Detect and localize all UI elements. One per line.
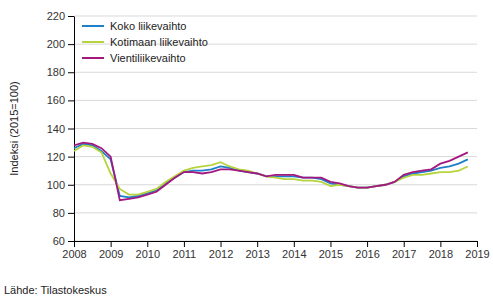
x-tick-mark [184, 241, 185, 247]
x-axis: 2008 2009 2010 2011 2012 2013 2014 2015 2016 2017… [62, 241, 489, 260]
x-tick-mark [367, 241, 368, 247]
y-tick-mark [68, 213, 74, 214]
legend-swatch [82, 25, 104, 27]
y-tick-mark [68, 44, 74, 45]
grid-line [74, 16, 477, 17]
grid-line [74, 184, 477, 185]
y-tick-label: 100 [47, 179, 65, 191]
y-tick: 60 [53, 235, 74, 247]
y-tick-mark [68, 185, 74, 186]
y-tick: 120 [47, 151, 74, 163]
x-tick-label: 2008 [62, 248, 86, 260]
x-tick-label: 2017 [392, 248, 416, 260]
y-tick: 140 [47, 123, 74, 135]
y-tick: 220 [47, 10, 74, 22]
y-tick: 160 [47, 94, 74, 106]
grid-line [74, 241, 477, 242]
x-tick-label: 2013 [245, 248, 269, 260]
x-tick: 2019 [465, 241, 489, 260]
legend-label: Koko liikevaihto [110, 20, 186, 32]
x-tick: 2011 [173, 241, 197, 260]
y-tick-mark [68, 100, 74, 101]
x-tick: 2008 [62, 241, 86, 260]
y-tick-mark [68, 72, 74, 73]
y-tick-mark [68, 157, 74, 158]
x-tick-mark [111, 241, 112, 247]
x-tick-mark [404, 241, 405, 247]
y-tick-label: 220 [47, 10, 65, 22]
x-tick-label: 2010 [136, 248, 160, 260]
y-tick-label: 180 [47, 66, 65, 78]
grid-line [74, 128, 477, 129]
x-tick-mark [74, 241, 75, 247]
grid [74, 16, 477, 241]
x-tick: 2016 [355, 241, 379, 260]
x-tick-label: 2012 [209, 248, 233, 260]
x-tick-mark [147, 241, 148, 247]
y-tick-mark [68, 241, 74, 242]
x-tick: 2010 [136, 241, 160, 260]
series-line [74, 144, 468, 197]
grid-line [74, 72, 477, 73]
y-tick-mark [68, 129, 74, 130]
x-tick-mark [477, 241, 478, 247]
x-tick: 2009 [99, 241, 123, 260]
legend-label: Vientiliikevaihto [110, 52, 186, 64]
x-tick-mark [330, 241, 331, 247]
legend-swatch [82, 41, 104, 43]
y-tick: 200 [47, 38, 74, 50]
grid-line [74, 100, 477, 101]
y-tick-label: 140 [47, 123, 65, 135]
y-tick-label: 60 [53, 235, 65, 247]
y-tick: 180 [47, 66, 74, 78]
x-tick: 2018 [429, 241, 453, 260]
y-tick-label: 160 [47, 94, 65, 106]
x-tick-mark [257, 241, 258, 247]
x-tick: 2014 [282, 241, 306, 260]
x-tick-label: 2016 [355, 248, 379, 260]
x-tick: 2017 [392, 241, 416, 260]
source: Lähde: Tilastokeskus [4, 284, 107, 296]
y-axis-title: Indeksi (2015=100) [8, 81, 20, 175]
y-tick-mark [68, 16, 74, 17]
x-tick-label: 2009 [99, 248, 123, 260]
y-tick-label: 80 [53, 207, 65, 219]
x-tick-label: 2015 [319, 248, 343, 260]
plot-area [74, 143, 468, 201]
y-axis-line [74, 17, 75, 242]
y-tick-label: 200 [47, 38, 65, 50]
x-tick-label: 2019 [465, 248, 489, 260]
chart: 60 80 100 120 140 160 180 200 220 2008 2009 2010 201… [0, 0, 493, 304]
x-tick-label: 2011 [173, 248, 197, 260]
x-tick-label: 2014 [282, 248, 306, 260]
x-tick-label: 2018 [429, 248, 453, 260]
y-tick: 80 [53, 207, 74, 219]
series-line [74, 143, 468, 201]
x-tick: 2015 [319, 241, 343, 260]
legend-label: Kotimaan liikevaihto [110, 36, 208, 48]
x-tick: 2012 [209, 241, 233, 260]
y-tick-label: 120 [47, 151, 65, 163]
y-tick: 100 [47, 179, 74, 191]
grid-line [74, 212, 477, 213]
legend: Koko liikevaihto Kotimaan liikevaihto Vien… [82, 20, 208, 64]
legend-swatch [82, 57, 104, 59]
x-tick-mark [221, 241, 222, 247]
x-tick-mark [440, 241, 441, 247]
x-tick-mark [294, 241, 295, 247]
series-line [74, 145, 468, 194]
grid-line [74, 156, 477, 157]
x-axis-line [75, 241, 478, 242]
x-tick: 2013 [245, 241, 269, 260]
y-axis: 60 80 100 120 140 160 180 200 220 [47, 10, 75, 247]
